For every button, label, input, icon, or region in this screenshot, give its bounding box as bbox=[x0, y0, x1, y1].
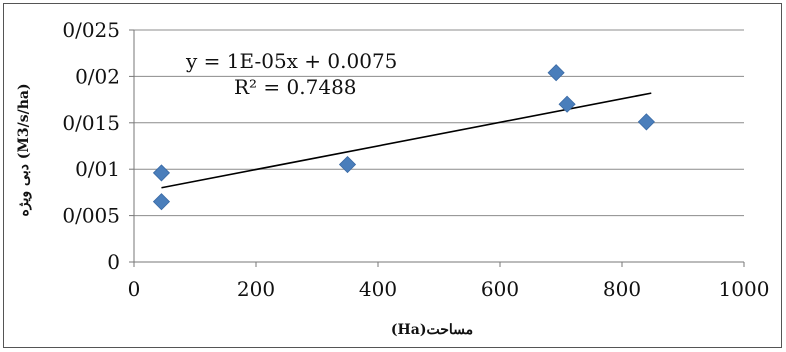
trendline bbox=[161, 92, 652, 189]
x-tick-labels: 0 200 400 600 800 1000 bbox=[128, 277, 770, 301]
axes bbox=[129, 29, 745, 267]
data-point bbox=[152, 193, 171, 211]
chart-frame bbox=[3, 3, 782, 348]
data-point bbox=[338, 155, 357, 174]
x-tick-label: 600 bbox=[481, 277, 519, 301]
data-points-layer bbox=[152, 64, 655, 211]
x-axis-title: مساحت(Ha) bbox=[391, 322, 473, 338]
data-point bbox=[558, 95, 576, 113]
y-axis-title: دبی ویژه (M3/s/ha) bbox=[16, 83, 32, 216]
y-tick-label: 0/01 bbox=[75, 157, 120, 181]
y-tick-label: 0/02 bbox=[75, 64, 120, 88]
y-tick-label: 0 bbox=[107, 250, 120, 274]
y-tick-labels: 0 0/005 0/01 0/015 0/02 0/025 bbox=[62, 18, 120, 274]
y-tick-label: 0/005 bbox=[62, 204, 120, 228]
data-point bbox=[547, 64, 565, 82]
y-tick-label: 0/015 bbox=[62, 111, 120, 135]
data-point bbox=[637, 113, 655, 131]
x-tick-label: 400 bbox=[359, 277, 397, 301]
data-point bbox=[152, 164, 171, 182]
trendline-r-squared: R² = 0.7488 bbox=[234, 75, 357, 99]
x-tick-label: 200 bbox=[237, 277, 275, 301]
x-tick-label: 0 bbox=[128, 277, 141, 301]
trendline-equation: y = 1E-05x + 0.0075 bbox=[185, 49, 397, 73]
trendline-layer bbox=[161, 92, 652, 189]
x-tick-label: 1000 bbox=[719, 277, 770, 301]
x-tick-label: 800 bbox=[603, 277, 641, 301]
y-tick-label: 0/025 bbox=[62, 18, 120, 42]
